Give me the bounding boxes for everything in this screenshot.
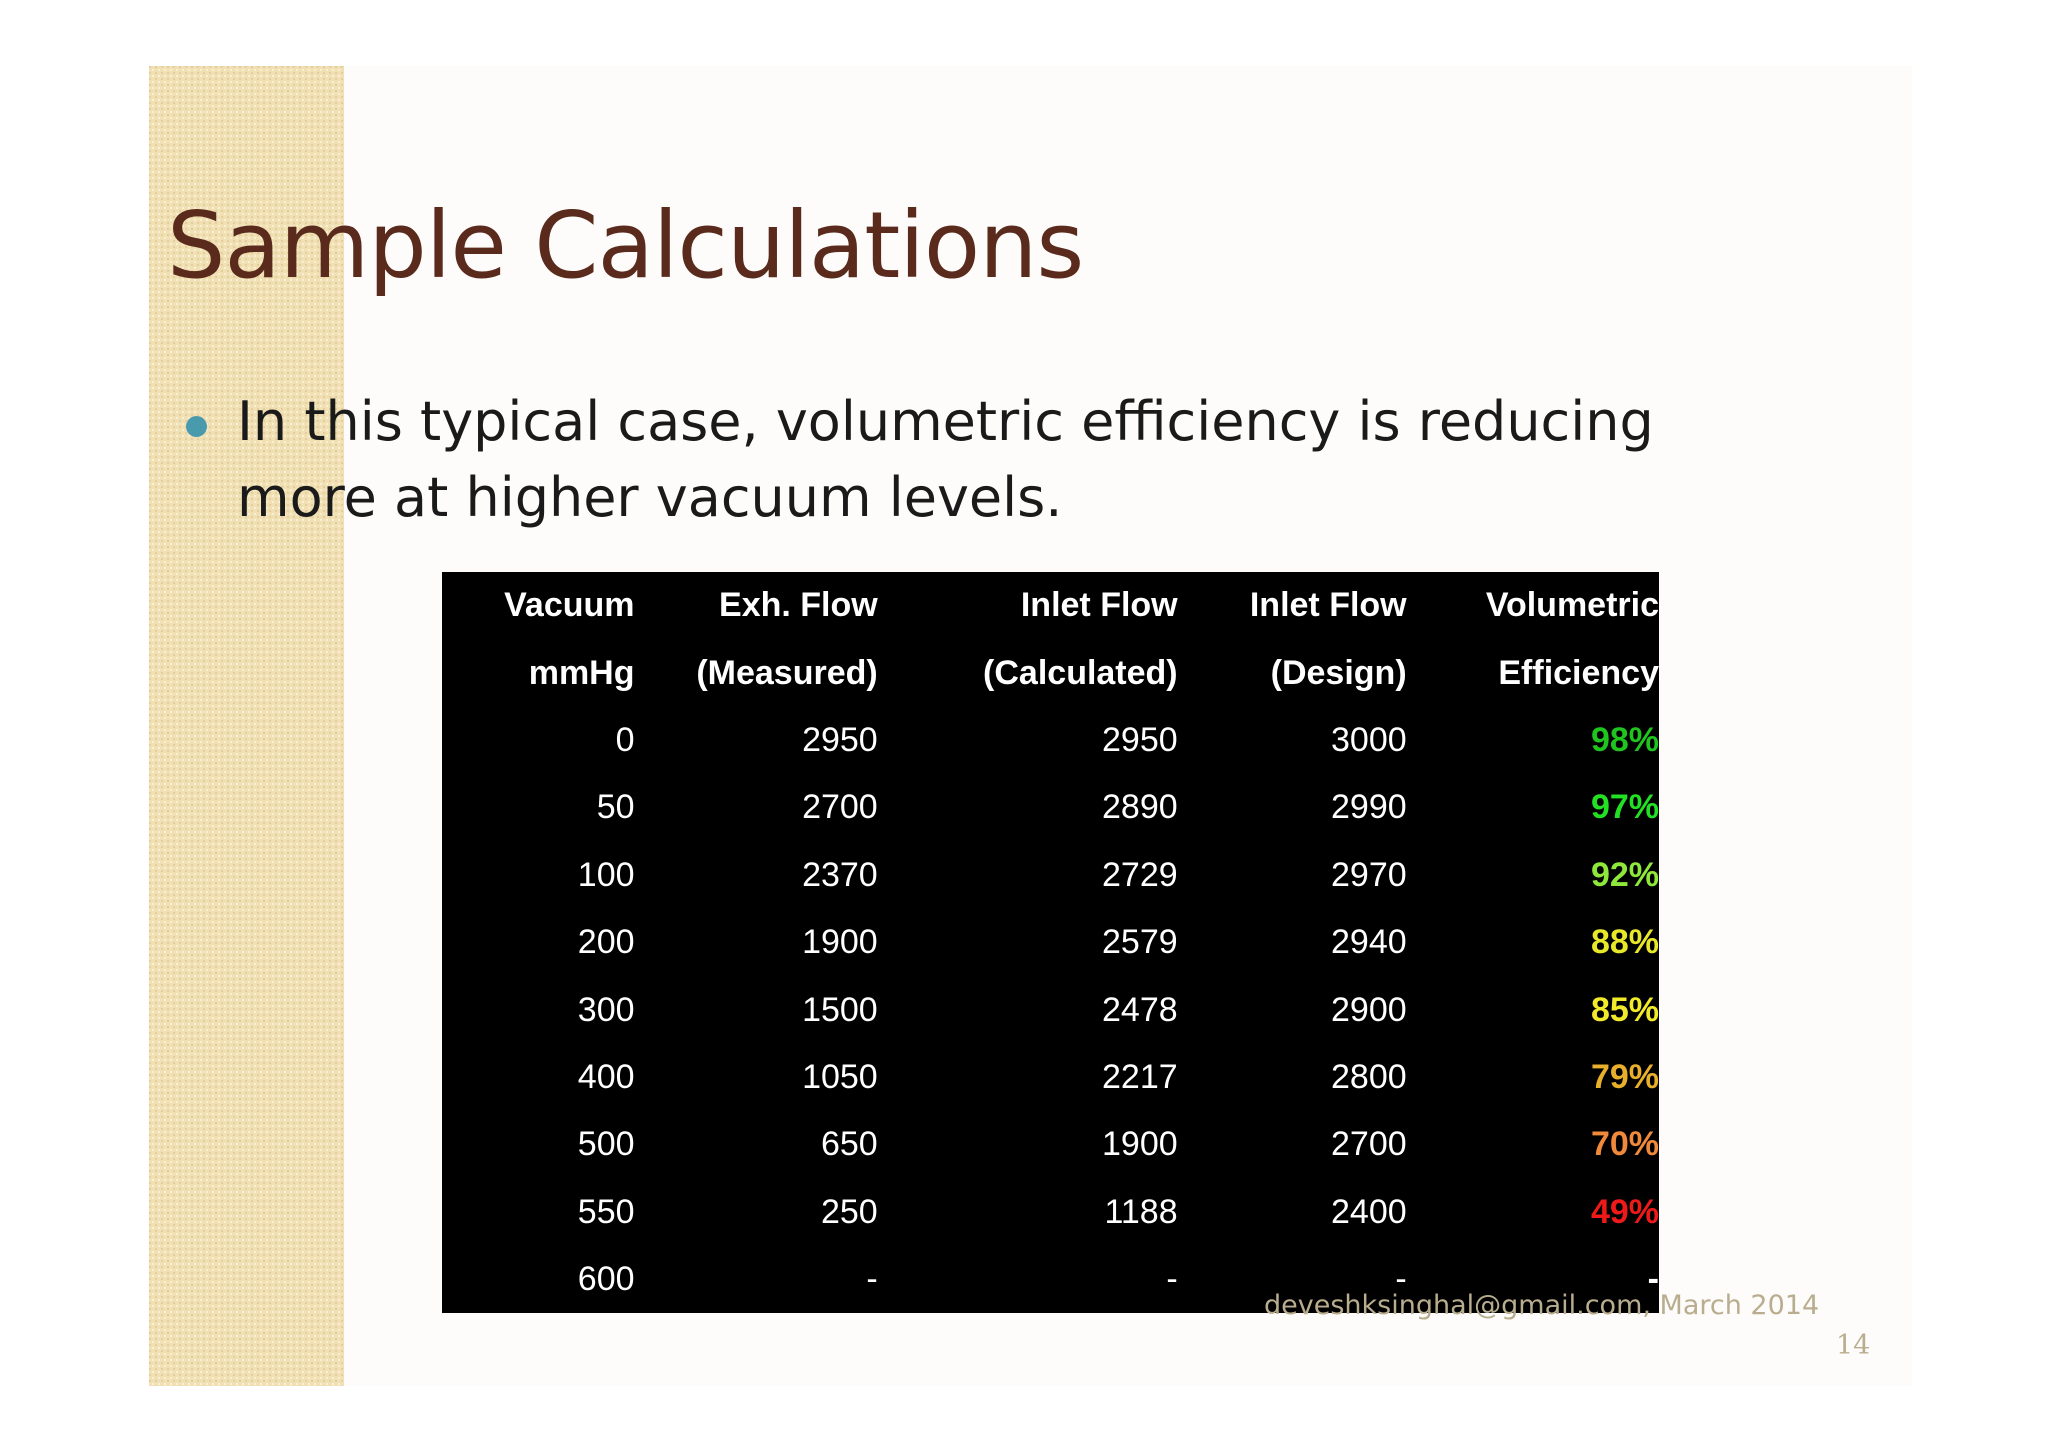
table-cell: 2217 [1102,1057,1178,1096]
header-cell: Efficiency [1498,653,1659,692]
table-row: 300 1500 2478 2900 85% [442,976,1659,1043]
table-cell: 2990 [1331,788,1407,827]
efficiency-cell: - [1647,1260,1659,1299]
bullet-text: In this typical case, volumetric efficie… [237,390,1654,529]
header-cell: Exh. Flow [719,586,878,625]
table-cell: 2970 [1331,855,1407,894]
efficiency-cell: 85% [1590,990,1659,1029]
efficiency-cell: 88% [1590,923,1659,962]
table-row: 100 2370 2729 2970 92% [442,842,1659,909]
table-cell: 2950 [802,720,878,759]
table-cell: 2800 [1331,1057,1407,1096]
sidebar-texture [149,66,344,1386]
table-row: 500 650 1900 2700 70% [442,1111,1659,1178]
footer-email: deveshksinghal@gmail.com, March 2014 [1264,1290,1820,1321]
table-body: 0 2950 2950 3000 98% 50 2700 2890 2990 97% 100 2370… [442,707,1659,1314]
efficiency-cell: 49% [1590,1192,1659,1231]
table-cell: 1050 [802,1057,878,1096]
table-cell: 1500 [802,990,878,1029]
header-cell: (Calculated) [983,653,1178,692]
header-cell: Volumetric [1485,586,1659,625]
table-cell: 400 [577,1057,635,1096]
table-cell: - [1166,1260,1178,1299]
table-cell: 1900 [802,923,878,962]
efficiency-cell: 97% [1590,788,1659,827]
bullet-icon [186,416,207,437]
table-cell: 300 [577,990,635,1029]
table-cell: 500 [577,1125,635,1164]
header-cell: Vacuum [504,586,635,625]
table-cell: 0 [615,720,635,759]
table-cell: - [1395,1260,1407,1299]
header-cell: (Measured) [696,653,878,692]
table-row: 600 - - - - [442,1246,1659,1313]
table-cell: 600 [577,1260,635,1299]
page-number: 14 [1836,1330,1871,1361]
table-cell: 2700 [1331,1125,1407,1164]
efficiency-cell: 92% [1590,855,1659,894]
header-cell: (Design) [1270,653,1407,692]
table-cell: 2950 [1102,720,1178,759]
header-cell: mmHg [528,653,635,692]
table-row: 200 1900 2579 2940 88% [442,909,1659,976]
table-row: 0 2950 2950 3000 98% [442,707,1659,774]
efficiency-cell: 70% [1590,1125,1659,1164]
header-cell: Inlet Flow [1020,586,1178,625]
table-row: 550 250 1188 2400 49% [442,1179,1659,1246]
table-cell: 2940 [1331,923,1407,962]
table-cell: 2370 [802,855,878,894]
table-cell: 50 [596,788,635,827]
table-cell: - [866,1260,878,1299]
table-cell: 550 [577,1192,635,1231]
table-row: 400 1050 2217 2800 79% [442,1044,1659,1111]
header-row: mmHg (Measured) (Calculated) (Design) Ef… [442,639,1659,706]
header-cell: Inlet Flow [1249,586,1407,625]
table-cell: 2579 [1102,923,1178,962]
table-cell: 100 [577,855,635,894]
table-cell: 2729 [1102,855,1178,894]
efficiency-table: Vacuum Exh. Flow Inlet Flow Inlet Flow V… [442,572,1659,1313]
table-cell: 650 [820,1125,878,1164]
efficiency-cell: 79% [1590,1057,1659,1096]
table-cell: 250 [820,1192,878,1231]
table-cell: 1188 [1104,1192,1178,1231]
table-cell: 2900 [1331,990,1407,1029]
table-cell: 2478 [1102,990,1178,1029]
table-cell: 200 [577,923,635,962]
header-row: Vacuum Exh. Flow Inlet Flow Inlet Flow V… [442,572,1659,639]
table-cell: 1900 [1102,1125,1178,1164]
table-cell: 2890 [1102,788,1178,827]
efficiency-table-container: Vacuum Exh. Flow Inlet Flow Inlet Flow V… [442,572,1659,1313]
slide-title: Sample Calculations [167,192,1084,299]
table-cell: 2400 [1331,1192,1407,1231]
table-cell: 2700 [802,788,878,827]
efficiency-cell: 98% [1590,720,1659,759]
table-row: 50 2700 2890 2990 97% [442,774,1659,841]
table-cell: 3000 [1331,720,1407,759]
